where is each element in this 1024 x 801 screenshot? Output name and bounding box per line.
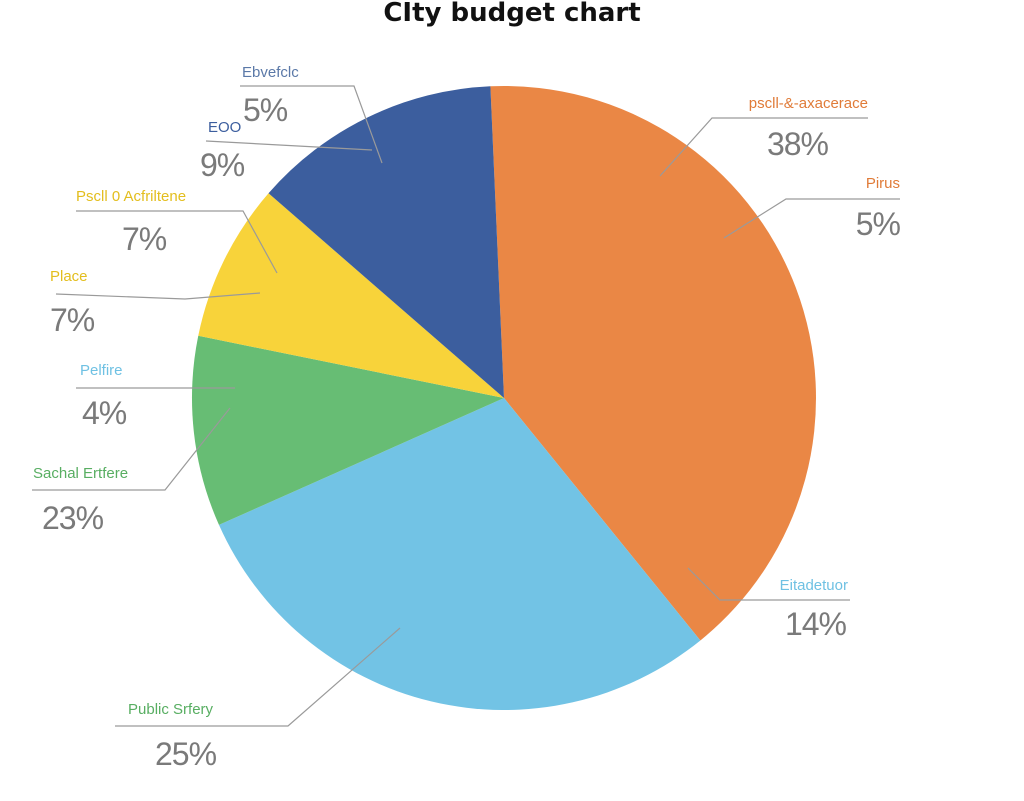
slice-percent-label: 38% xyxy=(767,126,829,162)
slice-percent-label: 7% xyxy=(50,302,95,338)
leader-line xyxy=(659,117,868,177)
slice-percent-label: 14% xyxy=(785,606,847,642)
slice-label: Public Srfery xyxy=(128,701,214,718)
slice-percent-label: 23% xyxy=(42,500,104,536)
slice-label: Ebvefclc xyxy=(242,64,299,81)
pie-slice-4 xyxy=(268,86,504,399)
slice-label: pscll-&-axacerace xyxy=(749,95,868,112)
slice-label: Eitadetuor xyxy=(780,577,848,594)
slice-label: Place xyxy=(50,268,88,285)
pie-slice-3 xyxy=(198,193,504,398)
leader-lines xyxy=(32,85,900,727)
leader-line xyxy=(115,627,401,727)
slice-label: EOO xyxy=(208,119,241,136)
slice-labels: pscll-&-axacerace 38% Pirus 5% Eitadetuor 14%… xyxy=(33,64,902,772)
slice-percent-label: 5% xyxy=(243,92,288,128)
leader-line xyxy=(76,210,278,274)
slice-label: Pirus xyxy=(866,175,900,192)
slice-label: Pelfire xyxy=(80,362,123,379)
slice-percent-label: 7% xyxy=(122,221,167,257)
slice-percent-label: 5% xyxy=(856,206,901,242)
slice-percent-label: 9% xyxy=(200,147,245,183)
leader-line xyxy=(687,567,850,601)
pie-slice-2 xyxy=(191,335,504,525)
leader-line xyxy=(55,292,261,300)
pie-sectors xyxy=(191,86,816,711)
slice-percent-label: 4% xyxy=(82,395,127,431)
pie-slice-1 xyxy=(218,398,701,711)
slice-label: Pscll 0 Acfriltene xyxy=(76,188,186,205)
chart-title: CIty budget chart xyxy=(383,0,641,28)
leader-line xyxy=(723,198,900,239)
slice-percent-label: 25% xyxy=(155,736,217,772)
pie-slice-0 xyxy=(490,86,816,641)
leader-line xyxy=(32,407,231,491)
leader-line xyxy=(205,140,373,151)
leader-line xyxy=(240,85,383,164)
slice-label: Sachal Ertfere xyxy=(33,465,128,482)
